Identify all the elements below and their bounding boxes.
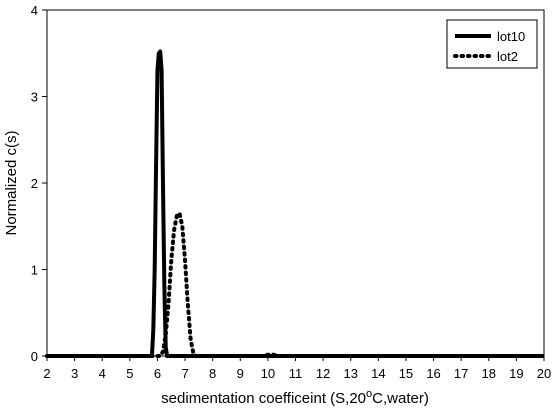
x-tick-label: 19 — [509, 366, 523, 381]
y-tick-label: 3 — [31, 90, 38, 105]
x-axis-label: sedimentation coefficeint (S,20oC,water) — [161, 388, 429, 407]
x-tick-label: 14 — [371, 366, 385, 381]
x-tick-label: 11 — [289, 366, 303, 381]
y-axis-label: Normalized c(s) — [3, 130, 20, 235]
legend-label-lot2: lot2 — [497, 49, 518, 64]
x-tick-label: 4 — [99, 366, 106, 381]
series-group — [45, 49, 546, 358]
x-tick-label: 15 — [399, 366, 413, 381]
x-axis-label-prefix: sedimentation coefficeint (S,20 — [161, 390, 366, 407]
x-tick-label: 3 — [71, 366, 78, 381]
x-tick-label: 17 — [454, 366, 468, 381]
legend: lot10 lot2 — [446, 19, 538, 69]
x-tick-label: 2 — [43, 366, 50, 381]
x-tick-label: 6 — [154, 366, 161, 381]
series-line-lot2 — [45, 211, 546, 358]
y-tick-label: 4 — [31, 3, 38, 18]
x-axis-label-suffix: C,water) — [372, 390, 429, 407]
x-tick-label: 13 — [343, 366, 357, 381]
x-axis-label-superscript: o — [366, 388, 372, 400]
x-tick-label: 12 — [316, 366, 330, 381]
x-tick-label: 20 — [537, 366, 551, 381]
y-axis: 0 1 2 3 4 — [31, 3, 47, 364]
x-tick-label: 5 — [126, 366, 133, 381]
y-tick-label: 0 — [31, 349, 38, 364]
legend-label-lot10: lot10 — [497, 29, 525, 44]
x-tick-label: 18 — [482, 366, 496, 381]
x-tick-label: 10 — [261, 366, 275, 381]
x-tick-label: 9 — [237, 366, 244, 381]
legend-box — [446, 19, 538, 69]
y-tick-label: 2 — [31, 176, 38, 191]
x-axis: 2 3 4 5 6 7 8 9 10 11 12 13 14 15 16 17 18 19 20 — [43, 356, 551, 381]
x-tick-label: 7 — [181, 366, 188, 381]
x-tick-label: 16 — [426, 366, 440, 381]
x-tick-label: 8 — [209, 366, 216, 381]
y-tick-label: 1 — [31, 263, 38, 278]
